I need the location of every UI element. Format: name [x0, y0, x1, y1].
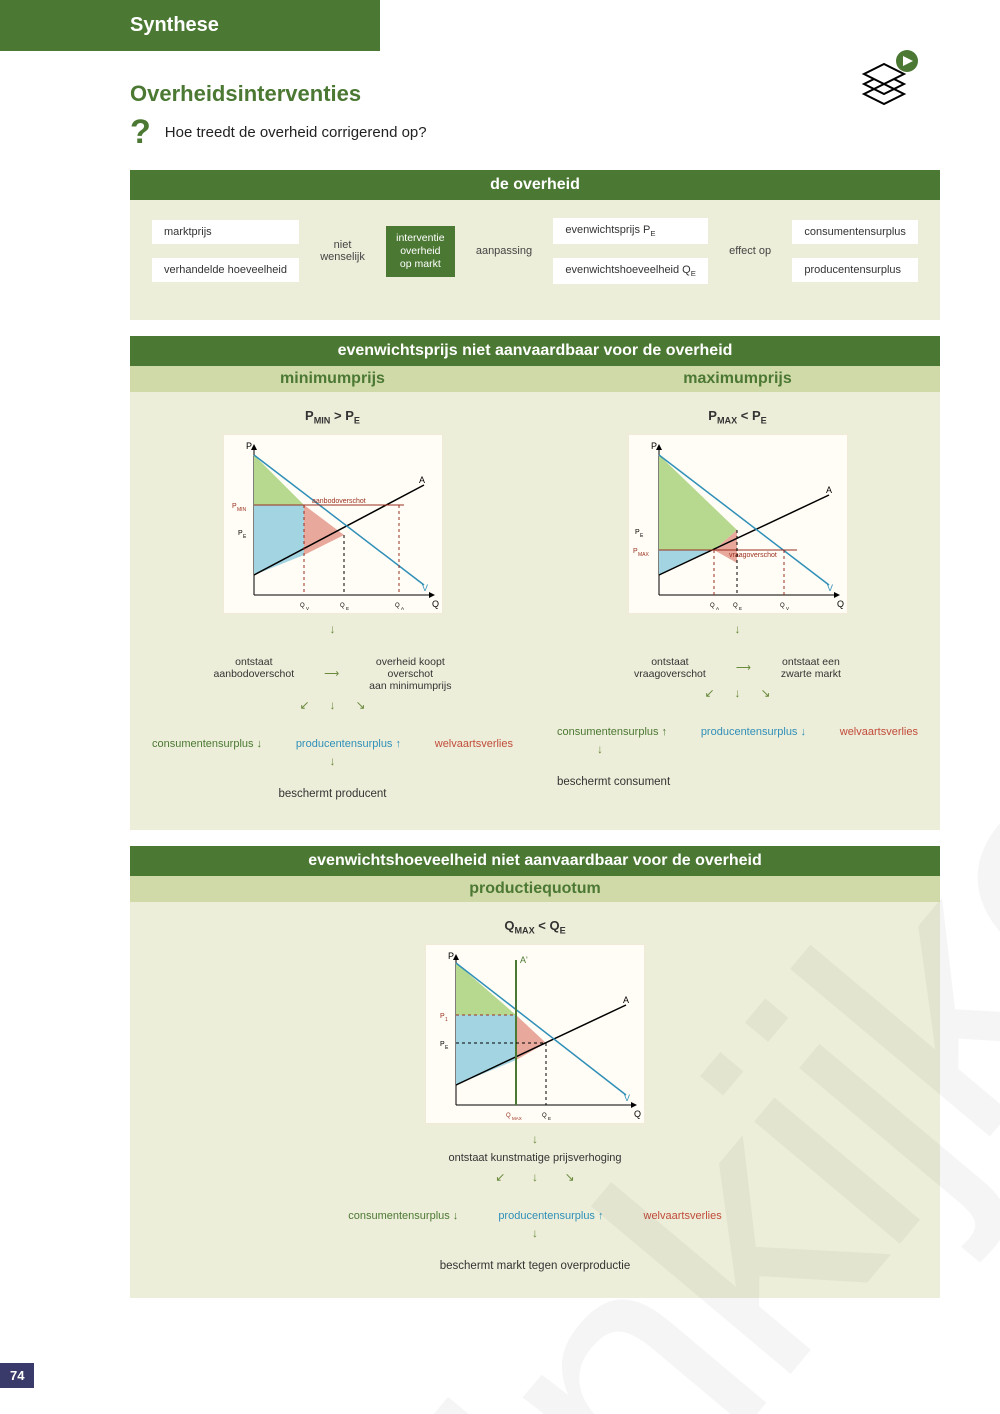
svg-text:V: V — [786, 606, 789, 611]
box-interventie: interventie overheid op markt — [386, 226, 454, 277]
max-cs: consumentensurplus ↑ — [557, 726, 667, 738]
svg-text:A: A — [623, 995, 629, 1005]
svg-text:A: A — [401, 606, 404, 611]
price-panel: evenwichtsprijs niet aanvaardbaar voor d… — [130, 336, 940, 830]
quota-protect: beschermt markt tegen overproductie — [152, 1260, 918, 1272]
svg-text:E: E — [445, 1045, 449, 1051]
svg-text:Q: Q — [634, 1109, 641, 1119]
svg-text:P: P — [448, 951, 454, 961]
svg-text:A': A' — [520, 955, 528, 965]
svg-text:A: A — [716, 606, 719, 611]
page-number: 74 — [0, 1363, 34, 1388]
label-effect-op: effect op — [729, 245, 771, 257]
question-row: ? Hoe treedt de overheid corrigerend op? — [130, 113, 940, 152]
minimumprijs-title: minimumprijs — [130, 366, 535, 392]
question-icon: ? — [130, 113, 151, 152]
quantity-heading: evenwichtshoeveelheid niet aanvaardbaar … — [130, 846, 940, 876]
svg-text:aanbodoverschot: aanbodoverschot — [312, 498, 366, 505]
svg-text:MAX: MAX — [512, 1116, 522, 1121]
svg-text:vraagoverschot: vraagoverschot — [729, 552, 777, 559]
svg-text:Q: Q — [432, 599, 439, 609]
quota-wl: welvaartsverlies — [644, 1210, 722, 1222]
svg-text:MAX: MAX — [638, 552, 650, 558]
max-formula: PMAX < PE — [557, 408, 918, 426]
svg-text:Q: Q — [780, 603, 785, 609]
svg-text:Q: Q — [340, 603, 345, 609]
quantity-panel: evenwichtshoeveelheid niet aanvaardbaar … — [130, 846, 940, 1298]
svg-text:V: V — [422, 583, 428, 593]
min-formula: PMIN > PE — [152, 408, 513, 426]
min-cs: consumentensurplus ↓ — [152, 738, 262, 750]
productiequotum-title-wrap: productiequotum — [130, 876, 940, 902]
overview-flow: marktprijs verhandelde hoeveelheid niet … — [130, 200, 940, 302]
maximumprijs-section: PMAX < PE P Q A V — [535, 392, 940, 812]
svg-text:E: E — [346, 606, 349, 611]
quota-under: ontstaat kunstmatige prijsverhoging — [152, 1152, 918, 1164]
box-marktprijs: marktprijs — [152, 220, 299, 244]
label-niet-wenselijk: niet wenselijk — [320, 239, 365, 263]
svg-text:E: E — [739, 606, 742, 611]
minimumprijs-section: PMIN > PE P Q — [130, 392, 535, 812]
overview-heading: de overheid — [130, 170, 940, 200]
box-evenwichtsprijs: evenwichtsprijs PE — [553, 218, 708, 244]
svg-text:Q: Q — [710, 603, 715, 609]
banner: Synthese — [0, 0, 380, 51]
svg-text:A: A — [826, 485, 832, 495]
max-protect: beschermt consument — [557, 776, 918, 788]
chart-productiequotum: P Q A V A' P1 PE QMA — [425, 944, 645, 1124]
svg-text:Q: Q — [395, 603, 400, 609]
svg-text:A: A — [419, 475, 425, 485]
question-text: Hoe treedt de overheid corrigerend op? — [165, 124, 427, 141]
productiequotum-title: productiequotum — [130, 876, 940, 902]
svg-text:V: V — [827, 583, 833, 593]
chart-maximumprijs: P Q A V PE PMAX vraagoverschot — [628, 434, 848, 614]
svg-text:V: V — [306, 606, 309, 611]
min-ps: producentensurplus ↑ — [296, 738, 401, 750]
svg-text:Q: Q — [542, 1113, 547, 1119]
max-wl: welvaartsverlies — [840, 726, 918, 738]
max-under: ontstaat vraagoverschot ⟶ ontstaat een z… — [557, 656, 918, 680]
label-aanpassing: aanpassing — [476, 245, 532, 257]
svg-text:P: P — [246, 441, 252, 451]
box-evenwichtshoeveelheid: evenwichtshoeveelheid QE — [553, 258, 708, 284]
box-hoeveelheid: verhandelde hoeveelheid — [152, 258, 299, 282]
svg-text:MIN: MIN — [237, 507, 247, 513]
max-ps: producentensurplus ↓ — [701, 726, 806, 738]
price-heading: evenwichtsprijs niet aanvaardbaar voor d… — [130, 336, 940, 366]
svg-text:E: E — [243, 534, 247, 540]
svg-text:P: P — [651, 441, 657, 451]
maximumprijs-title: maximumprijs — [535, 366, 940, 392]
page-title: Overheidsinterventies — [130, 81, 940, 107]
svg-text:V: V — [624, 1093, 630, 1103]
svg-text:E: E — [548, 1116, 551, 1121]
svg-text:Q: Q — [506, 1113, 511, 1119]
min-protect: beschermt producent — [152, 788, 513, 800]
layers-play-icon — [858, 48, 920, 111]
quota-cs: consumentensurplus ↓ — [348, 1210, 458, 1222]
chart-minimumprijs: P Q A V PMIN — [223, 434, 443, 614]
quota-ps: producentensurplus ↑ — [498, 1210, 603, 1222]
price-subheadings: minimumprijs maximumprijs — [130, 366, 940, 392]
svg-text:Q: Q — [837, 599, 844, 609]
min-under: ontstaat aanbodoverschot ⟶ overheid koop… — [152, 656, 513, 692]
svg-text:Q: Q — [300, 603, 305, 609]
svg-text:E: E — [640, 533, 644, 539]
min-wl: welvaartsverlies — [435, 738, 513, 750]
svg-text:1: 1 — [445, 1017, 448, 1023]
box-producentensurplus: producentensurplus — [792, 258, 918, 282]
quota-formula: QMAX < QE — [152, 918, 918, 936]
overview-panel: de overheid marktprijs verhandelde hoeve… — [130, 170, 940, 320]
box-consumentensurplus: consumentensurplus — [792, 220, 918, 244]
svg-text:Q: Q — [733, 603, 738, 609]
